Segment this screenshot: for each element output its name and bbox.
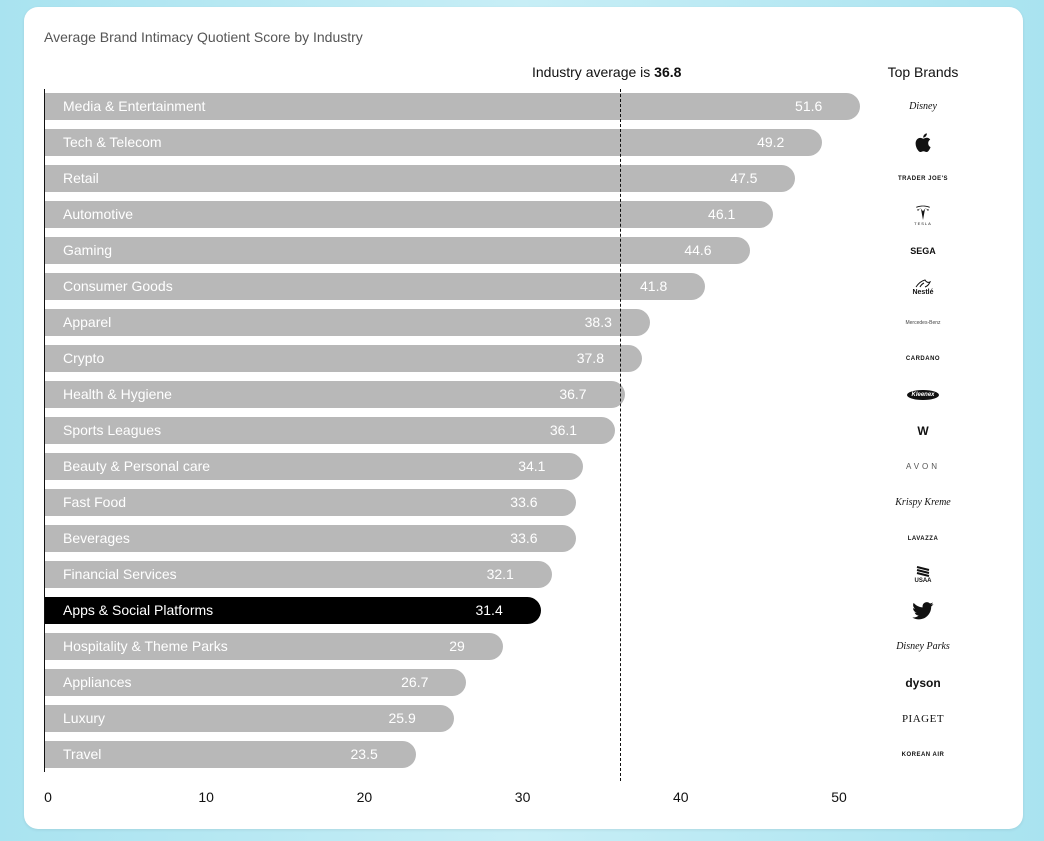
- bar-value-travel: 23.5: [350, 746, 378, 762]
- bar-label-health-hygiene: Health & Hygiene: [63, 386, 172, 402]
- bar-apparel: [44, 309, 650, 336]
- bar-label-tech-telecom: Tech & Telecom: [63, 134, 162, 150]
- bar-label-travel: Travel: [63, 746, 102, 762]
- bar-retail: [44, 165, 796, 192]
- bar-tech-telecom: [44, 129, 823, 156]
- nestle-logo: Nestlé: [892, 273, 954, 300]
- bar-value-consumer-goods: 41.8: [640, 278, 668, 294]
- mercedes-benz-logo: Mercedes-Benz: [905, 319, 941, 326]
- bar-value-media-entertainment: 51.6: [795, 98, 823, 114]
- apple-logo: [892, 129, 954, 156]
- bar-value-apparel: 38.3: [584, 314, 612, 330]
- bar-value-apps-social-platforms: 31.4: [475, 602, 503, 618]
- bar-value-gaming: 44.6: [684, 242, 712, 258]
- bar-value-appliances: 26.7: [401, 674, 429, 690]
- x-tick-0: 0: [44, 789, 52, 805]
- bar-financial-services: [44, 561, 552, 588]
- bar-value-beauty-personal-care: 34.1: [518, 458, 546, 474]
- bar-travel: [44, 741, 416, 768]
- bar-beauty-personal-care: [44, 453, 584, 480]
- bar-sports-leagues: [44, 417, 616, 444]
- bar-value-sports-leagues: 36.1: [549, 422, 578, 438]
- bar-label-beauty-personal-care: Beauty & Personal care: [63, 458, 211, 474]
- bar-label-media-entertainment: Media & Entertainment: [63, 98, 206, 114]
- lavazza-logo: LAVAZZA: [907, 535, 939, 542]
- bar-label-appliances: Appliances: [63, 674, 132, 690]
- bar-crypto: [44, 345, 642, 372]
- bar-label-financial-services: Financial Services: [63, 566, 177, 582]
- bar-value-tech-telecom: 49.2: [757, 134, 785, 150]
- bar-label-hospitality-theme-parks: Hospitality & Theme Parks: [63, 638, 228, 654]
- bar-hospitality-theme-parks: [44, 633, 503, 660]
- bar-label-luxury: Luxury: [63, 710, 106, 726]
- bar-luxury: [44, 705, 454, 732]
- industry-average-value: 36.8: [654, 64, 682, 80]
- bar-value-financial-services: 32.1: [486, 566, 514, 582]
- bar-fast-food: [44, 489, 576, 516]
- chart-title: Average Brand Intimacy Quotient Score by…: [44, 29, 363, 45]
- bar-label-beverages: Beverages: [63, 530, 130, 546]
- bar-apps-social-platforms: [44, 597, 541, 624]
- disney-parks-logo: Disney Parks: [896, 641, 950, 652]
- x-tick-10: 10: [198, 789, 214, 805]
- bar-value-luxury: 25.9: [388, 710, 416, 726]
- disney-logo: Disney: [909, 101, 937, 112]
- bar-appliances: [44, 669, 467, 696]
- industry-average-label: Industry average is 36.8: [532, 64, 681, 80]
- korean-air-logo: KOREAN AIR: [901, 751, 945, 758]
- bar-value-crypto: 37.8: [576, 350, 604, 366]
- dyson-logo: dyson: [905, 675, 941, 690]
- sega-logo: SEGA: [910, 245, 936, 256]
- bar-gaming: [44, 237, 750, 264]
- bar-label-automotive: Automotive: [63, 206, 134, 222]
- cardano-logo: CARDANO: [905, 355, 941, 362]
- bar-value-automotive: 46.1: [708, 206, 736, 222]
- bar-health-hygiene: [44, 381, 625, 408]
- bar-value-retail: 47.5: [730, 170, 758, 186]
- wwe-logo: W: [917, 423, 929, 438]
- bar-label-crypto: Crypto: [63, 350, 105, 366]
- bar-beverages: [44, 525, 576, 552]
- bar-label-retail: Retail: [63, 170, 99, 186]
- bar-label-fast-food: Fast Food: [63, 494, 127, 510]
- avon-logo: AVON: [905, 462, 941, 471]
- bar-label-gaming: Gaming: [63, 242, 113, 258]
- kleenex-logo: Kleenex: [892, 381, 954, 408]
- bar-label-apparel: Apparel: [63, 314, 112, 330]
- bar-media-entertainment: [44, 93, 861, 120]
- bar-label-sports-leagues: Sports Leagues: [63, 422, 162, 438]
- tesla-logo: TESLA: [892, 201, 954, 228]
- top-brands-header: Top Brands: [887, 64, 959, 80]
- x-tick-40: 40: [673, 789, 689, 805]
- x-tick-50: 50: [831, 789, 847, 805]
- bar-consumer-goods: [44, 273, 706, 300]
- bar-value-beverages: 33.6: [510, 530, 538, 546]
- x-tick-30: 30: [514, 789, 531, 805]
- usaa-logo: USAA: [892, 561, 954, 588]
- bar-automotive: [44, 201, 774, 228]
- chart-card: Average Brand Intimacy Quotient Score by…: [24, 7, 1023, 829]
- twitter-logo: [892, 597, 954, 624]
- y-axis-line: [44, 89, 45, 772]
- krispy-kreme-logo: Krispy Kreme: [895, 497, 951, 508]
- industry-average-line: [620, 89, 622, 781]
- bar-label-consumer-goods: Consumer Goods: [63, 278, 173, 294]
- bar-value-hospitality-theme-parks: 29: [449, 638, 465, 654]
- bar-value-fast-food: 33.6: [510, 494, 538, 510]
- trader-joes-logo: TRADER JOE'S: [897, 175, 949, 182]
- x-tick-20: 20: [356, 789, 373, 805]
- bar-value-health-hygiene: 36.7: [559, 386, 587, 402]
- bar-label-apps-social-platforms: Apps & Social Platforms: [63, 602, 214, 618]
- piaget-logo: PIAGET: [901, 712, 945, 725]
- industry-average-prefix: Industry average is: [532, 64, 655, 80]
